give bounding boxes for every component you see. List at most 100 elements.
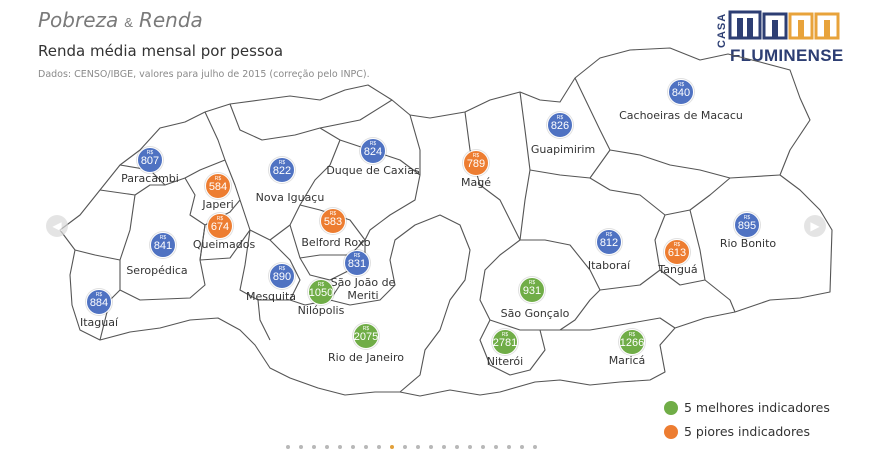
currency-label: R$: [673, 242, 681, 248]
currency-label: R$: [329, 211, 337, 217]
border-rio-de-janeiro: [257, 214, 471, 393]
pagination-dot[interactable]: [533, 445, 537, 449]
municipality-label: São Gonçalo: [500, 307, 570, 320]
slide-pagination: [286, 445, 537, 449]
income-value: 831: [347, 258, 367, 270]
municipality-label: Maricá: [608, 354, 646, 367]
pagination-dot[interactable]: [429, 445, 433, 449]
data-source-note: Dados: CENSO/IBGE, valores para julho de…: [38, 69, 370, 80]
income-value: 584: [208, 181, 228, 193]
income-value: 613: [667, 247, 687, 259]
border-sao-goncalo: [479, 239, 601, 331]
income-value: 807: [140, 155, 160, 167]
pagination-dot[interactable]: [481, 445, 485, 449]
pagination-dot[interactable]: [299, 445, 303, 449]
municipality-label: Duque de Caxias: [326, 164, 420, 177]
pagination-dot[interactable]: [507, 445, 511, 449]
border-niteroi: [479, 319, 546, 376]
logo-fluminense-text: FLUMINENSE: [730, 46, 844, 65]
marker-17[interactable]: R$ 931: [519, 277, 545, 303]
legend-item-top: 5 melhores indicadores: [664, 400, 830, 415]
marker-10[interactable]: R$ 812: [596, 229, 622, 255]
municipality-label: Rio Bonito: [719, 237, 777, 250]
pagination-dot[interactable]: [416, 445, 420, 449]
marker-14[interactable]: R$ 831: [344, 250, 370, 276]
pagination-dot[interactable]: [364, 445, 368, 449]
marker-20[interactable]: R$ 1266: [619, 329, 645, 355]
marker-6[interactable]: R$ 840: [668, 79, 694, 105]
marker-15[interactable]: R$ 1050: [308, 279, 334, 305]
currency-label: R$: [214, 176, 222, 182]
pagination-dot[interactable]: [455, 445, 459, 449]
municipality-label: Paracambi: [121, 172, 179, 185]
currency-label: R$: [159, 235, 167, 241]
currency-label: R$: [353, 253, 361, 259]
marker-9[interactable]: R$ 841: [150, 232, 176, 258]
marker-8[interactable]: R$ 583: [320, 208, 346, 234]
currency-label: R$: [528, 280, 536, 286]
next-slide-button[interactable]: ▶: [804, 215, 826, 237]
marker-12[interactable]: R$ 895: [734, 212, 760, 238]
logo-building-icon: [728, 10, 840, 40]
pagination-dot[interactable]: [468, 445, 472, 449]
currency-label: R$: [556, 115, 564, 121]
income-value: 789: [466, 158, 486, 170]
pagination-dot[interactable]: [338, 445, 342, 449]
marker-19[interactable]: R$ 2781: [492, 329, 518, 355]
pagination-dot[interactable]: [325, 445, 329, 449]
previous-slide-button[interactable]: ◀: [46, 215, 68, 237]
pagination-dot[interactable]: [312, 445, 316, 449]
municipality-label: Queimados: [192, 238, 256, 251]
border-tangua: [659, 269, 706, 286]
marker-13[interactable]: R$ 890: [269, 263, 295, 289]
border-mesquita: [239, 229, 301, 301]
municipality-label: Nova Iguaçu: [255, 191, 325, 204]
income-value: 2075: [353, 331, 379, 343]
pagination-dot[interactable]: [442, 445, 446, 449]
income-value: 812: [599, 237, 619, 249]
municipality-label: Seropédica: [126, 264, 188, 277]
pagination-dot[interactable]: [520, 445, 524, 449]
income-value: 583: [323, 216, 343, 228]
title-part-2: Renda: [138, 8, 203, 32]
marker-16[interactable]: R$ 884: [86, 289, 112, 315]
currency-label: R$: [743, 215, 751, 221]
marker-11[interactable]: R$ 613: [664, 239, 690, 265]
border-mage: [409, 111, 521, 241]
income-value: 1266: [619, 337, 645, 349]
currency-label: R$: [317, 282, 325, 288]
marker-18[interactable]: R$ 2075: [353, 323, 379, 349]
marker-5[interactable]: R$ 826: [547, 112, 573, 138]
legend-item-bottom: 5 piores indicadores: [664, 424, 830, 439]
currency-label: R$: [501, 332, 509, 338]
currency-label: R$: [146, 150, 154, 156]
marker-2[interactable]: R$ 822: [269, 157, 295, 183]
pagination-dot[interactable]: [351, 445, 355, 449]
income-value: 826: [550, 120, 570, 132]
currency-label: R$: [628, 332, 636, 338]
pagination-dot[interactable]: [390, 445, 394, 449]
border-seropedica: [99, 184, 206, 301]
marker-1[interactable]: R$ 584: [205, 173, 231, 199]
marker-0[interactable]: R$ 807: [137, 147, 163, 173]
income-value: 841: [153, 240, 173, 252]
marker-7[interactable]: R$ 674: [207, 213, 233, 239]
region-outline: [59, 47, 833, 397]
pagination-dot[interactable]: [494, 445, 498, 449]
currency-label: R$: [605, 232, 613, 238]
map-title: Pobreza & Renda: [38, 8, 203, 32]
marker-4[interactable]: R$ 789: [463, 150, 489, 176]
pagination-dot[interactable]: [286, 445, 290, 449]
arrow-right-icon: ▶: [810, 219, 820, 233]
marker-3[interactable]: R$ 824: [360, 138, 386, 164]
pagination-dot[interactable]: [403, 445, 407, 449]
municipality-label: Itaboraí: [587, 259, 631, 272]
income-value: 824: [363, 146, 383, 158]
municipality-label: Itaguaí: [79, 316, 119, 329]
border-marica: [560, 317, 676, 331]
currency-label: R$: [369, 141, 377, 147]
currency-label: R$: [95, 292, 103, 298]
pagination-dot[interactable]: [377, 445, 381, 449]
legend-dot-orange: [664, 424, 678, 439]
